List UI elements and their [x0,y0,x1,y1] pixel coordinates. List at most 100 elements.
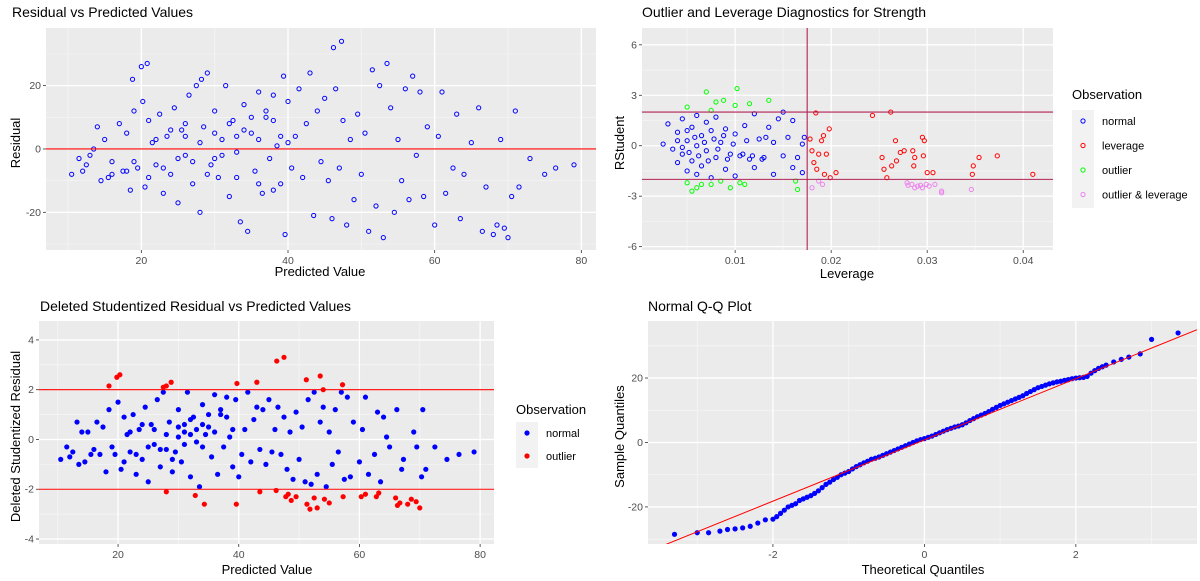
data-point-leverage [892,138,899,144]
data-point-obs [671,531,678,537]
data-point-leverage [1030,171,1036,177]
legend-key-background [1072,110,1094,208]
data-point-normal [248,459,254,465]
data-point-obs [76,155,82,162]
data-point-normal [744,138,750,144]
outlier-leverage-panel: 0.01 0.02 0.03 0.04 -6 -3 0 3 6 Outlier and Lever… [612,4,1188,281]
data-point-normal [251,416,257,423]
data-point-normal [94,419,100,425]
data-point-normal [356,459,363,465]
data-point-obs [212,130,218,136]
legend-title: Observation [516,402,586,417]
plot-marks [39,354,494,512]
data-point-normal [686,149,692,156]
data-point-obs [410,73,416,79]
data-point-normal [684,127,690,134]
data-point-normal [178,459,185,465]
data-point-normal [172,449,178,455]
data-point-obs [314,108,320,114]
data-point-normal [780,153,786,159]
data-point-normal [74,419,80,425]
data-point-obs [571,162,577,168]
data-point-obs [190,181,196,187]
data-point-normal [718,139,724,145]
data-point-leverage [879,154,885,161]
data-point-obs [344,222,350,228]
data-point-normal [106,407,112,413]
data-point-normal [215,471,221,477]
data-point-normal [703,119,709,125]
data-point-outlier [694,185,700,191]
data-point-obs [144,60,150,67]
data-point-outlier [273,487,279,494]
data-point-obs [80,168,86,174]
data-point-normal [722,126,729,132]
data-point-normal [423,466,429,472]
data-point-normal [281,414,287,420]
y-tick-label: 6 [631,39,637,51]
data-point-obs [490,231,496,238]
data-point-normal [266,397,272,403]
data-point-obs [1020,393,1026,399]
data-point-normal [287,429,293,435]
data-point-outlier [397,500,403,506]
data-point-normal [790,117,796,124]
data-point-obs [325,178,331,184]
data-point-normal [278,451,284,458]
data-point-outlier [703,89,709,95]
data-point-obs [373,203,379,209]
data-point-normal [76,461,82,467]
data-point-normal [272,426,278,433]
data-point-leverage [826,126,832,132]
data-point-outlier [405,501,411,507]
data-point-normal [199,444,206,450]
data-point-normal [696,153,702,159]
data-point-obs [175,200,181,206]
data-point-leverage [920,153,926,159]
data-point-normal [109,444,115,450]
chart-title: Outlier and Leverage Diagnostics for Str… [642,4,926,20]
data-point-obs [827,479,833,485]
data-point-obs [69,171,75,177]
legend: Observation normal leverage outlier outlier … [1072,87,1188,208]
data-point-obs [289,165,295,171]
data-point-normal [133,471,139,477]
data-point-normal [338,389,344,395]
data-point-obs [793,501,799,507]
data-point-normal [236,474,242,480]
data-point-obs [87,152,93,158]
data-point-obs [160,190,166,196]
data-point-normal [157,446,163,453]
data-point-normal [724,156,731,162]
y-tick-label: 4 [28,334,34,346]
data-point-obs [186,92,192,98]
data-point-outlier [734,85,740,92]
data-point-outlier [737,180,743,186]
data-point-obs [468,140,474,146]
y-tick-label: 2 [28,384,34,396]
data-point-normal [670,146,676,152]
data-point-obs [424,124,430,130]
data-point-outlier [163,489,169,495]
data-point-normal [740,151,746,157]
data-point-normal [732,131,738,137]
data-point-obs [256,89,262,95]
chart-title: Normal Q-Q Plot [648,298,752,314]
data-point-obs [270,92,276,98]
data-point-normal [193,426,200,433]
x-axis-title: Leverage [820,266,874,281]
data-point-normal [202,431,209,438]
data-point-normal [181,421,188,428]
data-point-normal [344,394,350,400]
data-point-outlier [413,499,419,505]
data-point-leverage [912,154,918,161]
data-point-normal [362,394,369,400]
data-point-leverage [869,112,876,119]
data-point-obs [808,493,814,499]
data-point-normal [660,141,666,147]
data-point-normal [713,114,719,120]
data-point-obs [740,525,746,531]
data-point-normal [374,409,381,415]
data-point-normal [751,164,757,171]
